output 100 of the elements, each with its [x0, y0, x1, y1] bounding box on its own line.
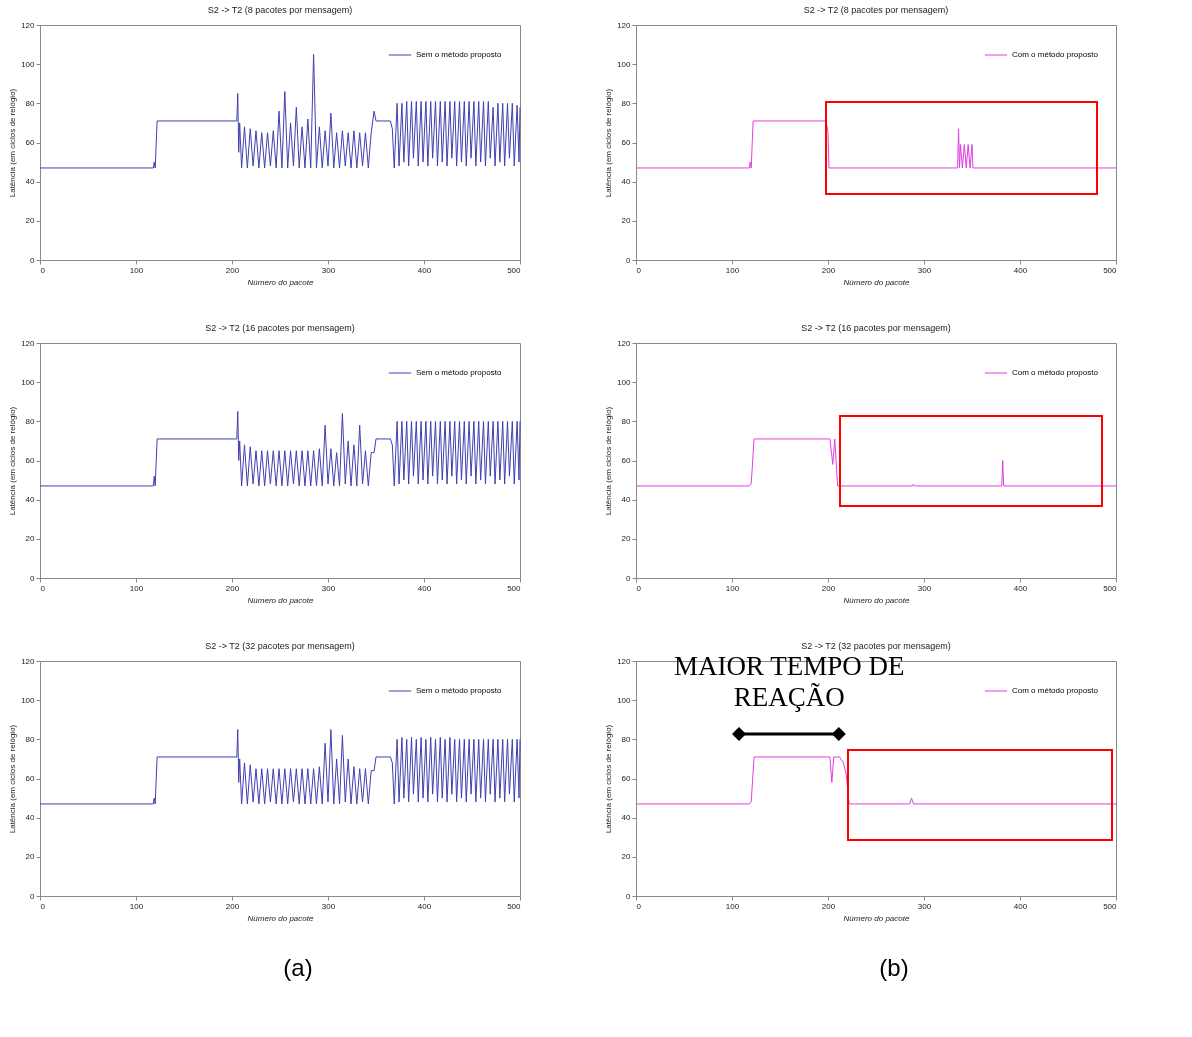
line-series: [635, 756, 1117, 805]
text: (a): [282, 954, 314, 982]
y-tick-label: 20: [621, 852, 632, 862]
chart-title: S2 -> T2 (32 pacotes por mensagem): [801, 641, 951, 651]
y-tick-label: 40: [25, 495, 36, 505]
annotation: MAIOR TEMPO DE REAÇÃO: [673, 650, 905, 713]
x-tick-label: 500: [507, 265, 522, 275]
x-tick-label: 500: [1103, 901, 1118, 911]
x-tick-label: 500: [507, 901, 522, 911]
legend-label: Sem o método proposto: [416, 368, 502, 377]
line-series: [635, 120, 1117, 169]
x-tick-label: 300: [917, 901, 932, 911]
x-tick-label: 0: [40, 583, 46, 593]
x-tick-label: 100: [129, 265, 144, 275]
y-tick-label: 0: [626, 573, 632, 583]
x-tick-label: 300: [321, 265, 336, 275]
x-tick-label: 0: [40, 265, 46, 275]
x-tick-label: 200: [821, 265, 836, 275]
y-tick-label: 80: [25, 734, 36, 744]
y-tick-label: 20: [621, 534, 632, 544]
x-tick-label: 400: [1013, 583, 1028, 593]
x-axis-title: Número do pacote: [247, 277, 314, 287]
chart-title: S2 -> T2 (8 pacotes por mensagem): [803, 5, 949, 15]
x-tick-label: 300: [917, 265, 932, 275]
chart-title: S2 -> T2 (16 pacotes por mensagem): [801, 323, 951, 333]
x-tick-label: 100: [725, 265, 740, 275]
y-tick-label: 40: [621, 495, 632, 505]
y-tick-label: 100: [21, 695, 36, 705]
x-tick-label: 500: [1103, 583, 1118, 593]
x-tick-label: 400: [417, 901, 432, 911]
x-tick-label: 100: [129, 901, 144, 911]
y-tick-label: 40: [621, 813, 632, 823]
legend-label: Com o método proposto: [1012, 50, 1099, 59]
x-tick-label: 200: [225, 583, 240, 593]
y-tick-label: 100: [617, 695, 632, 705]
y-axis-title: Latência (em ciclos de relógio): [604, 406, 614, 516]
x-axis-title: Número do pacote: [843, 277, 910, 287]
x-tick-label: 100: [129, 583, 144, 593]
x-tick-label: 100: [725, 901, 740, 911]
y-tick-label: 20: [25, 216, 36, 226]
chart-title: S2 -> T2 (32 pacotes por mensagem): [205, 641, 355, 651]
x-axis-title: Número do pacote: [843, 913, 910, 923]
line-series: [635, 438, 1117, 487]
y-tick-label: 60: [621, 138, 632, 147]
line-series: [39, 53, 521, 169]
y-tick-label: 60: [25, 138, 36, 147]
y-tick-label: 100: [617, 59, 632, 69]
legend-label: Com o método proposto: [1012, 686, 1099, 695]
x-tick-label: 400: [417, 265, 432, 275]
y-tick-label: 60: [621, 774, 632, 783]
x-axis-title: Número do pacote: [247, 913, 314, 923]
y-tick-label: 100: [21, 59, 36, 69]
x-tick-label: 0: [636, 265, 642, 275]
y-tick-label: 60: [25, 774, 36, 783]
x-tick-label: 100: [725, 583, 740, 593]
x-tick-label: 400: [417, 583, 432, 593]
legend-label: Sem o método proposto: [416, 50, 502, 59]
x-tick-label: 300: [321, 583, 336, 593]
y-tick-label: 40: [621, 177, 632, 187]
x-tick-label: 200: [225, 265, 240, 275]
y-tick-label: 0: [30, 891, 36, 901]
y-tick-label: 80: [621, 98, 632, 108]
y-tick-label: 60: [25, 456, 36, 465]
y-tick-label: 120: [21, 20, 36, 30]
y-tick-label: 0: [626, 891, 632, 901]
y-axis-title: Latência (em ciclos de relógio): [604, 88, 614, 198]
y-axis-title: Latência (em ciclos de relógio): [8, 724, 18, 834]
legend-label: Com o método proposto: [1012, 368, 1099, 377]
y-tick-label: 40: [25, 813, 36, 823]
y-tick-label: 120: [617, 656, 632, 666]
x-tick-label: 300: [321, 901, 336, 911]
y-tick-label: 0: [626, 255, 632, 265]
x-tick-label: 200: [225, 901, 240, 911]
y-tick-label: 80: [621, 416, 632, 426]
x-tick-label: 0: [636, 901, 642, 911]
y-tick-label: 60: [621, 456, 632, 465]
x-axis-title: Número do pacote: [247, 595, 314, 605]
y-tick-label: 80: [621, 734, 632, 744]
y-tick-label: 80: [25, 416, 36, 426]
x-tick-label: 400: [1013, 901, 1028, 911]
text: (b): [878, 954, 910, 982]
y-tick-label: 120: [21, 656, 36, 666]
y-tick-label: 120: [617, 338, 632, 348]
y-tick-label: 0: [30, 255, 36, 265]
y-axis-title: Latência (em ciclos de relógio): [8, 88, 18, 198]
y-tick-label: 20: [621, 216, 632, 226]
y-tick-label: 0: [30, 573, 36, 583]
x-tick-label: 500: [507, 583, 522, 593]
x-axis-title: Número do pacote: [843, 595, 910, 605]
x-tick-label: 0: [636, 583, 642, 593]
y-tick-label: 100: [617, 377, 632, 387]
x-tick-label: 500: [1103, 265, 1118, 275]
line-series: [39, 411, 521, 487]
y-tick-label: 100: [21, 377, 36, 387]
line-series: [39, 729, 521, 805]
y-tick-label: 120: [617, 20, 632, 30]
y-tick-label: 80: [25, 98, 36, 108]
chart-title: S2 -> T2 (8 pacotes por mensagem): [207, 5, 353, 15]
x-tick-label: 0: [40, 901, 46, 911]
y-tick-label: 20: [25, 852, 36, 862]
